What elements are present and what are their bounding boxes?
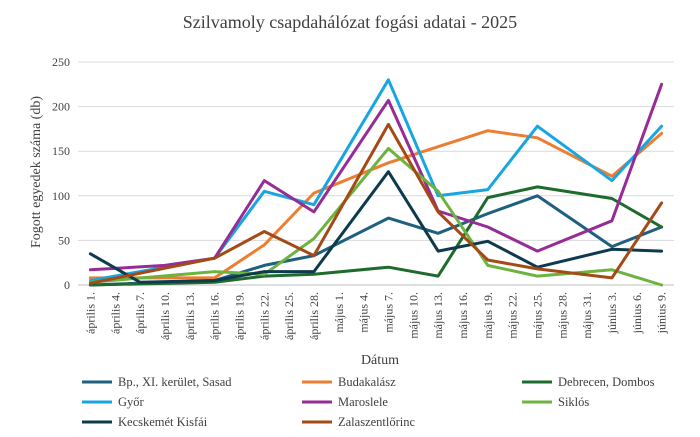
y-tick-label: 250 [52,55,70,69]
legend-label: Budakalász [338,375,396,389]
x-tick-label: május 16. [456,292,470,339]
x-tick-label: április 25. [282,292,296,340]
y-tick-label: 100 [52,189,70,203]
x-tick-label: május 7. [381,292,395,333]
x-tick-label: május 25. [530,292,544,339]
legend-label: Maroslele [338,395,388,409]
x-tick-label: április 28. [307,292,321,340]
y-tick-label: 200 [52,100,70,114]
x-tick-label: április 22. [257,292,271,340]
y-tick-label: 0 [64,278,70,292]
x-tick-label: május 10. [406,292,420,339]
x-tick-label: június 6. [630,292,644,334]
series-line-8 [88,122,664,285]
y-tick-label: 150 [52,144,70,158]
legend-label: Kecskemét Kisfái [118,415,208,429]
x-axis-label: Dátum [361,353,399,368]
series-lines [88,78,664,287]
series-line-5 [88,82,664,272]
legend-label: Győr [118,395,145,409]
x-tick-label: április 19. [232,292,246,340]
gridlines [78,61,674,286]
x-axis-ticks: április 1. április 4. április 7. április 10… [83,292,668,340]
y-axis-label: Fogott egyedek száma (db) [29,96,44,248]
y-axis-ticks: 0 50 100 150 200 250 [52,55,70,292]
legend-label: Zalaszentlőrinc [338,415,415,429]
x-tick-label: május 19. [481,292,495,339]
x-tick-label: június 9. [655,292,669,334]
x-tick-label: április 10. [158,292,172,340]
legend: Bp., XI. kerület, Sasad Budakalász Debrece… [82,375,655,429]
x-tick-label: április 1. [83,292,97,334]
legend-label: Siklós [558,395,589,409]
legend-label: Bp., XI. kerület, Sasad [118,375,232,389]
x-tick-label: május 1. [332,292,346,333]
x-tick-label: április 16. [208,292,222,340]
x-tick-label: május 28. [555,292,569,339]
y-tick-label: 50 [58,233,70,247]
series-line-3 [88,185,664,287]
legend-label: Debrecen, Dombos [558,375,655,389]
chart-title: Szilvamoly csapdahálózat fogási adatai -… [183,12,517,32]
x-tick-label: június 3. [605,292,619,334]
series-line-4 [88,78,664,282]
x-tick-label: május 13. [431,292,445,339]
x-tick-label: május 31. [580,292,594,339]
x-tick-label: május 4. [357,292,371,333]
x-tick-label: április 4. [108,292,122,334]
x-tick-label: május 22. [506,292,520,339]
x-tick-label: április 13. [183,292,197,340]
x-tick-label: április 7. [133,292,147,334]
series-line-7 [88,170,664,284]
